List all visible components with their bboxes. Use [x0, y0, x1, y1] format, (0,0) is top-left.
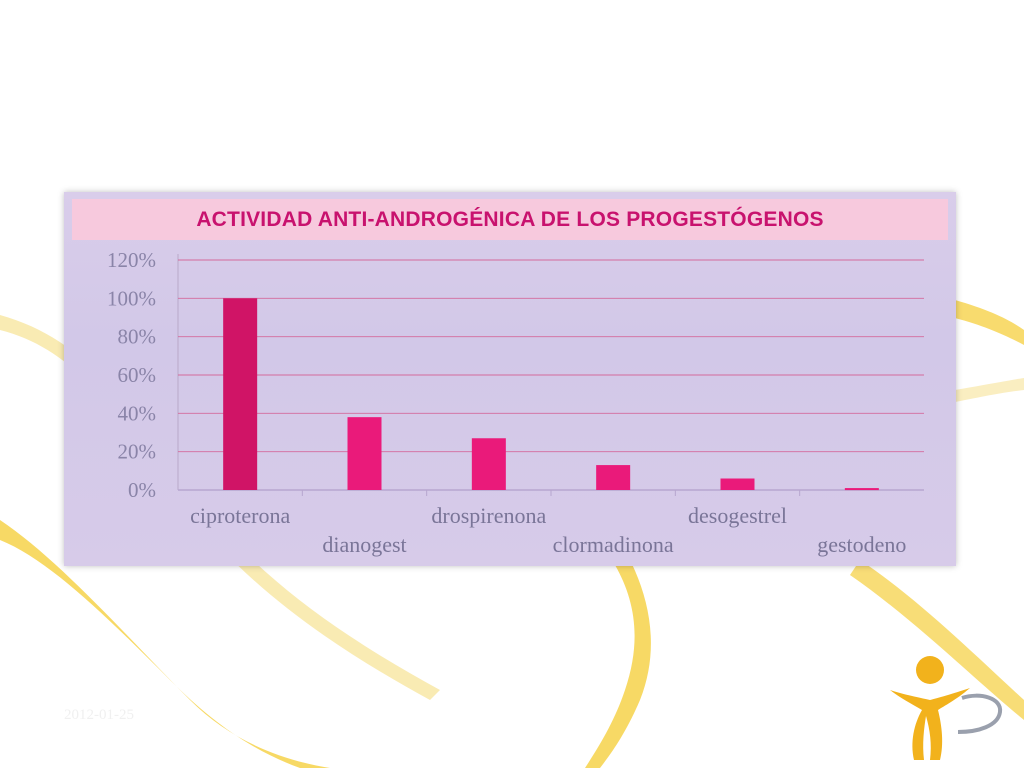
bar-desogestrel: [720, 478, 755, 490]
bar-ciproterona: [223, 298, 258, 490]
y-tick-label: 100%: [107, 286, 156, 310]
x-category-label: drospirenona: [431, 503, 546, 528]
y-tick-label: 40%: [118, 401, 157, 425]
bar-drospirenona: [471, 438, 506, 490]
y-tick-label: 20%: [118, 440, 157, 464]
y-tick-label: 120%: [107, 248, 156, 272]
x-category-label: clormadinona: [553, 532, 674, 557]
bar-gestodeno: [844, 488, 879, 491]
chart-title: ACTIVIDAD ANTI-ANDROGÉNICA DE LOS PROGES…: [196, 207, 824, 231]
bar-dianogest: [347, 417, 382, 490]
x-category-label: gestodeno: [817, 532, 906, 557]
y-tick-label: 80%: [118, 325, 157, 349]
x-category-label: ciproterona: [190, 503, 290, 528]
chart-card: [64, 192, 956, 566]
person-figure-logo-icon: [890, 656, 1003, 760]
footer-date: 2012-01-25: [64, 707, 134, 723]
x-category-label: desogestrel: [688, 503, 787, 528]
x-category-label: dianogest: [322, 532, 406, 557]
y-tick-label: 60%: [118, 363, 157, 387]
bar-clormadinona: [596, 465, 631, 490]
y-tick-label: 0%: [128, 478, 156, 502]
chart-title-bar: ACTIVIDAD ANTI-ANDROGÉNICA DE LOS PROGES…: [72, 199, 948, 240]
bar-chart: 0% 20% 40% 60% 80% 100% 120% ciproterona dianog…: [107, 248, 924, 557]
